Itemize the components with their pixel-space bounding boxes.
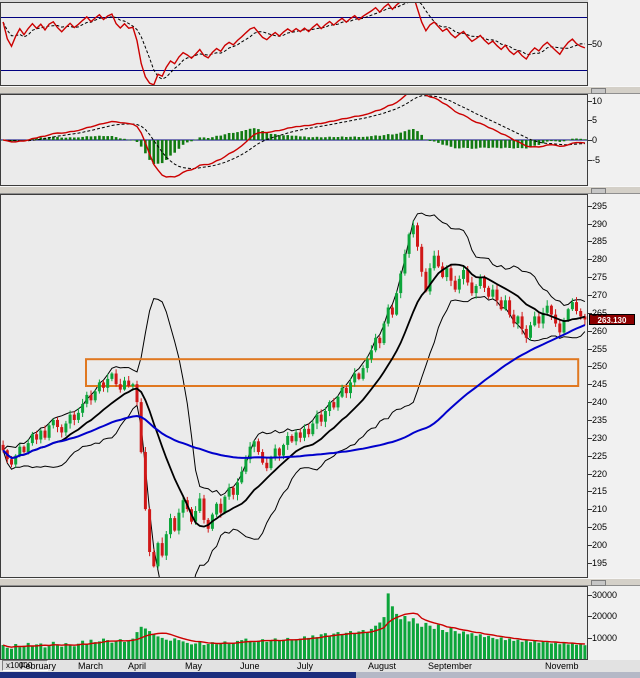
y-axis-label: 205 [592, 522, 608, 532]
y-axis-label: 10000 [592, 632, 618, 643]
y-axis-tick [588, 544, 592, 546]
splitter-handle-icon[interactable] [591, 88, 606, 94]
y-axis-label: 215 [592, 486, 608, 497]
horizontal-scrollbar[interactable] [0, 672, 640, 678]
y-axis-tick [588, 277, 592, 279]
rsi-indicator-panel[interactable] [0, 2, 588, 86]
y-axis-label: 0 [592, 135, 598, 145]
splitter-handle-icon[interactable] [591, 580, 606, 586]
y-axis-tick [588, 473, 592, 475]
y-axis-label: 295 [592, 200, 608, 211]
macd-plot [1, 95, 587, 178]
y-axis-tick [588, 312, 592, 314]
y-axis-tick [588, 491, 592, 493]
y-axis-tick [588, 44, 592, 45]
y-axis-label: 225 [592, 450, 608, 461]
y-axis-label: 50 [592, 39, 603, 49]
y-axis-tick [588, 223, 592, 225]
y-axis-label: 195 [592, 557, 608, 568]
x-axis-month-label: April [128, 661, 147, 671]
y-axis-tick [588, 562, 592, 564]
last-price-tag: 263.130 [589, 314, 635, 325]
y-axis-tick [588, 402, 592, 404]
y-axis-label: 290 [592, 218, 608, 229]
y-axis-tick [588, 259, 592, 261]
y-axis-label: 230 [592, 432, 608, 443]
y-axis-label: 270 [592, 290, 608, 300]
y-axis-label: 235 [592, 414, 608, 425]
y-axis-label: -5 [592, 154, 601, 165]
x-axis-month-label: May [185, 661, 203, 671]
macd-histogram [1, 128, 587, 164]
y-axis-tick [588, 295, 592, 296]
x-axis-month-label: March [78, 661, 104, 671]
y-axis-label: 260 [592, 325, 608, 336]
y-axis-tick [588, 594, 592, 596]
x-axis-month-label: August [368, 661, 397, 671]
volume-bars [1, 593, 587, 659]
y-axis-tick [588, 509, 592, 511]
y-axis-label: 20000 [592, 611, 618, 621]
y-axis-tick [588, 384, 592, 386]
y-axis-tick [588, 437, 592, 439]
y-axis-label: 265 [592, 307, 608, 318]
panel-splitter[interactable] [0, 86, 640, 94]
y-axis-tick [588, 120, 592, 122]
y-axis-tick [588, 455, 592, 457]
y-axis-label: 240 [592, 397, 608, 408]
y-axis-tick [588, 330, 592, 332]
panel-splitter[interactable] [0, 578, 640, 586]
scrollbar-thumb[interactable] [0, 672, 356, 678]
y-axis-tick [588, 241, 592, 243]
y-axis-label: 245 [592, 379, 608, 390]
candlestick-series [1, 220, 587, 569]
candlestick-price-panel[interactable] [0, 194, 588, 578]
volume-unit-label: x10000 [2, 660, 48, 671]
y-axis-label: 255 [592, 343, 608, 354]
volume-plot [1, 593, 587, 659]
splitter-handle-icon[interactable] [591, 188, 606, 194]
y-axis-tick [588, 419, 592, 421]
volume-panel[interactable] [0, 586, 588, 660]
x-axis-month-label: February [20, 661, 57, 671]
x-axis-month-label: Novemb [545, 661, 579, 671]
y-axis-tick [588, 637, 592, 639]
y-axis-tick [588, 527, 592, 528]
y-axis-tick [588, 348, 592, 350]
y-axis-label: 285 [592, 236, 608, 247]
y-axis-tick [588, 366, 592, 368]
y-axis-label: 30000 [592, 589, 618, 600]
x-axis-month-label: July [297, 661, 314, 671]
y-axis-label: 10 [592, 95, 603, 106]
time-axis: x10000 February March April May June July Augu… [0, 660, 640, 672]
y-axis-label: 200 [592, 539, 608, 550]
x-axis-month-label: June [240, 661, 260, 671]
y-axis-label: 250 [592, 361, 608, 372]
x-axis-month-label: September [428, 661, 473, 671]
y-axis-tick [588, 140, 592, 141]
price-axis-gutter [588, 0, 640, 672]
y-axis-label: 280 [592, 254, 608, 265]
y-axis-tick [588, 205, 592, 207]
y-axis-tick [588, 616, 592, 617]
y-axis-label: 210 [592, 504, 608, 515]
y-axis-tick [588, 159, 592, 161]
y-axis-tick [588, 100, 592, 102]
y-axis-label: 220 [592, 468, 608, 479]
y-axis-label: 275 [592, 272, 608, 283]
y-axis-label: 5 [592, 115, 598, 126]
panel-splitter[interactable] [0, 186, 640, 194]
candlestick-plot [1, 212, 587, 577]
rsi-plot [1, 3, 587, 85]
macd-indicator-panel[interactable] [0, 94, 588, 186]
